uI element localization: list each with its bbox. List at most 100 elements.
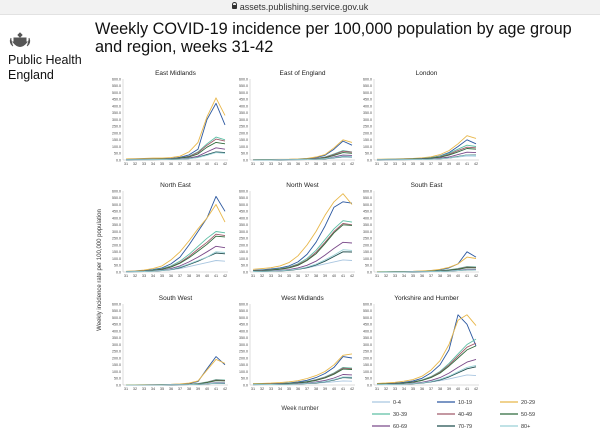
legend-label: 50-59 [521, 412, 535, 418]
panel-title: East Midlands [155, 70, 197, 77]
legend: 0-4 10-19 20-29 30-39 40-49 50-59 60-69 70-79 80… [372, 400, 535, 430]
x-tick-label: 34 [278, 162, 282, 166]
y-tick-label: 550.0 [363, 309, 372, 313]
y-tick-label: 550.0 [112, 196, 121, 200]
x-tick-label: 35 [287, 274, 291, 278]
y-tick-label: 500.0 [363, 316, 372, 320]
y-tick-label: 300.0 [112, 343, 121, 347]
y-tick-label: 150.0 [363, 250, 372, 254]
y-tick-label: 350.0 [112, 336, 121, 340]
y-tick-label: 100.0 [112, 370, 121, 374]
y-tick-label: 150.0 [112, 250, 121, 254]
x-tick-label: 39 [196, 387, 200, 391]
y-tick-label: 400.0 [363, 104, 372, 108]
panel-title: South West [159, 295, 193, 302]
y-tick-label: 300.0 [239, 343, 248, 347]
x-tick-label: 34 [278, 274, 282, 278]
y-tick-label: 550.0 [239, 309, 248, 313]
series-line-50-59 [252, 224, 353, 272]
x-tick-label: 37 [178, 387, 182, 391]
x-tick-label: 35 [411, 387, 415, 391]
y-tick-label: 250.0 [363, 350, 372, 354]
y-tick-label: 400.0 [239, 329, 248, 333]
y-tick-label: 600.0 [239, 302, 248, 306]
y-tick-label: 400.0 [363, 216, 372, 220]
x-tick-label: 38 [314, 274, 318, 278]
x-tick-label: 33 [393, 162, 397, 166]
series-line-10-19 [125, 195, 226, 272]
panel-title: North West [286, 182, 319, 189]
series-line-40-49 [125, 138, 226, 160]
y-tick-label: 100.0 [112, 145, 121, 149]
y-tick-label: 350.0 [239, 111, 248, 115]
y-tick-label: 200.0 [112, 243, 121, 247]
series-line-80+ [252, 249, 353, 272]
y-tick-label: 400.0 [112, 104, 121, 108]
series-line-50-59 [125, 235, 226, 273]
y-tick-label: 300.0 [239, 230, 248, 234]
y-tick-label: 150.0 [363, 138, 372, 142]
x-tick-label: 33 [269, 387, 273, 391]
y-tick-label: 550.0 [239, 196, 248, 200]
x-tick-label: 37 [429, 162, 433, 166]
y-tick-label: 500.0 [239, 91, 248, 95]
x-tick-label: 31 [251, 274, 255, 278]
x-tick-label: 41 [465, 387, 469, 391]
y-tick-label: 550.0 [363, 196, 372, 200]
y-tick-label: 500.0 [239, 316, 248, 320]
y-tick-label: 100.0 [363, 145, 372, 149]
x-tick-label: 31 [124, 162, 128, 166]
y-tick-label: 250.0 [239, 350, 248, 354]
x-tick-label: 35 [287, 162, 291, 166]
series-line-80+ [376, 364, 477, 386]
x-tick-label: 36 [169, 274, 173, 278]
x-tick-label: 37 [429, 387, 433, 391]
series-line-50-59 [376, 345, 477, 385]
y-tick-label: 300.0 [363, 230, 372, 234]
legend-label: 30-39 [393, 412, 407, 418]
y-tick-label: 600.0 [239, 189, 248, 193]
x-tick-label: 39 [196, 274, 200, 278]
x-tick-label: 35 [160, 387, 164, 391]
series-line-20-29 [125, 204, 226, 272]
y-tick-label: 450.0 [363, 98, 372, 102]
browser-address-bar[interactable]: assets.publishing.service.gov.uk [0, 0, 600, 15]
x-tick-label: 39 [323, 274, 327, 278]
y-tick-label: 600.0 [112, 77, 121, 81]
y-tick-label: 200.0 [363, 131, 372, 135]
y-tick-label: 500.0 [112, 203, 121, 207]
x-tick-label: 33 [142, 162, 146, 166]
y-tick-label: 200.0 [112, 356, 121, 360]
x-tick-label: 41 [341, 162, 345, 166]
x-tick-label: 36 [169, 162, 173, 166]
x-tick-label: 31 [251, 387, 255, 391]
x-tick-label: 36 [169, 387, 173, 391]
x-tick-label: 35 [287, 387, 291, 391]
y-tick-label: 100.0 [239, 257, 248, 261]
x-tick-label: 36 [296, 274, 300, 278]
y-tick-label: 350.0 [363, 336, 372, 340]
y-tick-label: 600.0 [363, 302, 372, 306]
y-tick-label: 400.0 [112, 329, 121, 333]
x-tick-label: 39 [447, 274, 451, 278]
y-tick-label: 250.0 [239, 125, 248, 129]
x-tick-label: 38 [314, 387, 318, 391]
x-tick-label: 42 [223, 162, 227, 166]
y-tick-label: 50.0 [365, 264, 372, 268]
y-tick-label: 500.0 [239, 203, 248, 207]
x-tick-label: 37 [178, 274, 182, 278]
x-tick-label: 42 [350, 162, 354, 166]
series-line-20-29 [125, 97, 226, 160]
x-tick-label: 32 [133, 162, 137, 166]
x-tick-label: 38 [438, 387, 442, 391]
series-line-10-19 [252, 201, 353, 271]
y-tick-label: 0.0 [116, 270, 121, 274]
x-tick-label: 32 [384, 162, 388, 166]
x-tick-label: 41 [465, 162, 469, 166]
y-tick-label: 450.0 [363, 210, 372, 214]
y-tick-label: 150.0 [363, 363, 372, 367]
x-tick-label: 37 [178, 162, 182, 166]
y-tick-label: 450.0 [112, 323, 121, 327]
y-tick-label: 50.0 [114, 264, 121, 268]
panel-west-midlands: West Midlands 0.0 50.0 100.0 150.0 200.0 250.0… [239, 295, 355, 391]
